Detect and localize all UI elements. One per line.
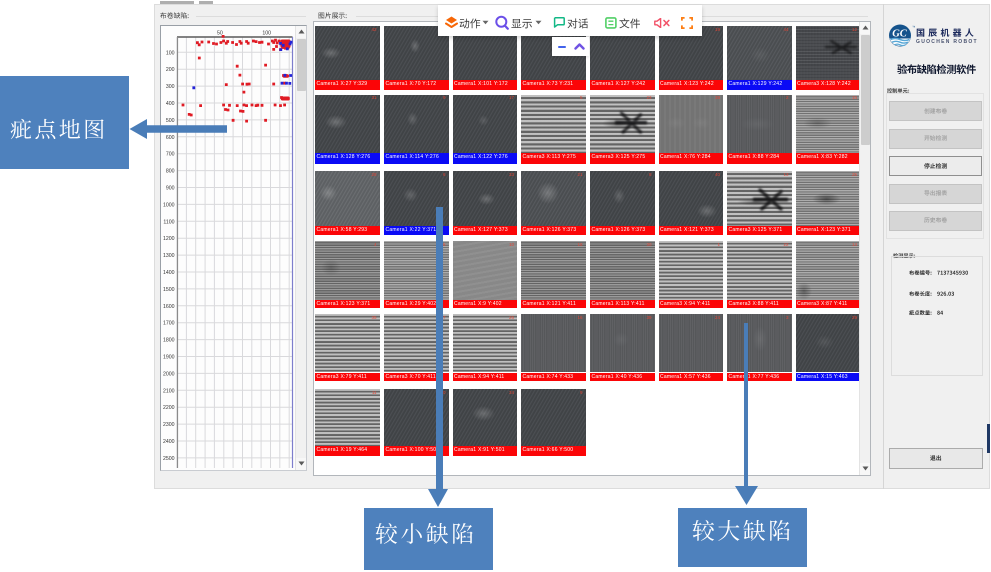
svg-text:1500: 1500: [163, 287, 175, 293]
svg-text:™: ™: [912, 25, 915, 30]
svg-text:50: 50: [217, 31, 223, 37]
svg-text:2400: 2400: [163, 439, 175, 445]
svg-text:200: 200: [166, 67, 175, 73]
svg-text:400: 400: [166, 101, 175, 107]
svg-text:2200: 2200: [163, 405, 175, 411]
svg-text:300: 300: [166, 84, 175, 90]
svg-text:100: 100: [262, 31, 271, 37]
svg-text:500: 500: [166, 118, 175, 124]
svg-text:700: 700: [166, 152, 175, 158]
svg-text:GC: GC: [892, 29, 908, 40]
svg-text:1600: 1600: [163, 304, 175, 310]
svg-text:800: 800: [166, 169, 175, 175]
svg-text:900: 900: [166, 186, 175, 192]
svg-text:1800: 1800: [163, 338, 175, 344]
svg-text:1700: 1700: [163, 321, 175, 327]
svg-text:1200: 1200: [163, 236, 175, 242]
svg-text:1100: 1100: [163, 219, 174, 225]
svg-text:1300: 1300: [163, 253, 175, 259]
svg-text:600: 600: [166, 135, 175, 141]
svg-text:2100: 2100: [163, 388, 175, 394]
svg-text:100: 100: [166, 50, 175, 56]
svg-text:2300: 2300: [163, 422, 175, 428]
svg-text:1400: 1400: [163, 270, 175, 276]
svg-text:2000: 2000: [163, 371, 175, 377]
svg-text:1000: 1000: [163, 202, 175, 208]
svg-text:2500: 2500: [163, 456, 175, 462]
svg-text:1900: 1900: [163, 355, 175, 361]
